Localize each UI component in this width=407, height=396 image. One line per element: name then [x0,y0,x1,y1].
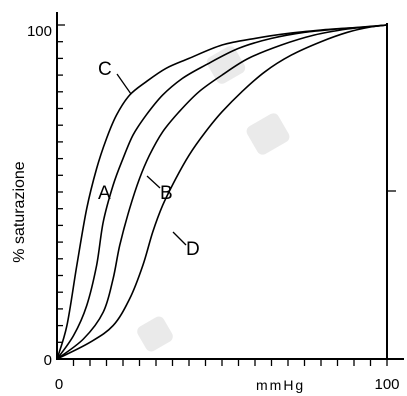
y-axis-ticks [57,24,65,360]
curves [56,24,388,360]
curve-d [56,24,388,360]
leader-c [116,73,132,95]
curve-b [56,24,388,360]
x-unit-label: mmHg [256,377,305,393]
curve-a [56,24,388,360]
x-tick-label-100: 100 [374,376,399,393]
y-tick-label-0: 0 [44,352,52,369]
curve-label-d: D [186,239,200,260]
curve-label-c: C [98,59,112,80]
watermark [137,46,290,352]
leader-b [146,175,161,189]
x-axis-ticks [72,359,388,366]
curve-label-b: B [160,183,173,204]
curve-label-a: A [98,183,111,204]
y-axis-label: % saturazione [11,161,28,262]
leader-d [172,231,187,246]
x-tick-label-0: 0 [55,376,63,393]
y-tick-label-100: 100 [27,23,52,40]
